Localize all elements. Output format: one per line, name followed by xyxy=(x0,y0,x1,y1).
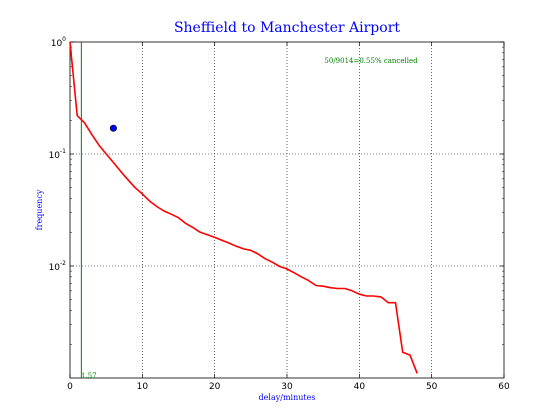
x-axis-label: delay/minutes xyxy=(259,393,316,402)
y-tick-label: 10-1 xyxy=(49,148,67,161)
vline-label: 1.57 xyxy=(81,372,97,380)
y-tick-label: 100 xyxy=(51,36,66,49)
plot-area: 0 10 20 30 40 50 60 10-2 10-1 100 xyxy=(49,36,510,392)
x-tick-label: 50 xyxy=(426,382,438,392)
x-tick-label: 40 xyxy=(354,382,366,392)
x-tick-label: 0 xyxy=(67,382,73,392)
x-tick-label: 30 xyxy=(281,382,293,392)
data-marker xyxy=(109,124,117,132)
x-tick-label: 60 xyxy=(498,382,510,392)
y-tick-label: 10-2 xyxy=(49,260,67,273)
y-axis-label: frequency xyxy=(35,189,44,230)
delay-frequency-line xyxy=(69,41,418,374)
x-tick-label: 20 xyxy=(209,382,221,392)
x-tick-label: 10 xyxy=(137,382,149,392)
chart-title: Sheffield to Manchester Airport xyxy=(174,20,400,36)
cancelled-annotation: 50/9014=0.55% cancelled xyxy=(324,57,418,65)
